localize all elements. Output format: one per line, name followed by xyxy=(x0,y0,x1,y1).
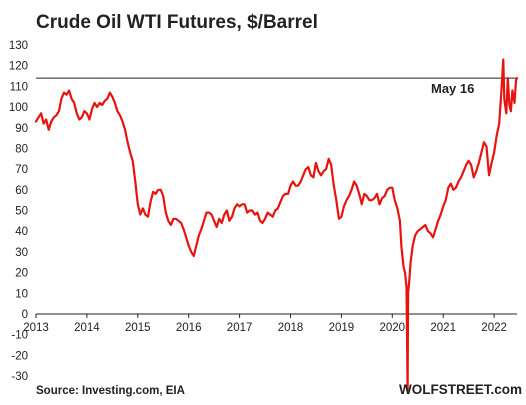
y-tick-label: 0 xyxy=(22,309,28,321)
x-tick-label: 2021 xyxy=(430,322,456,334)
series-layer xyxy=(34,58,519,392)
x-axis: 2013 2014 2015 2016 2017 2018 2019 2020 2021 2022 xyxy=(23,313,507,334)
y-tick-label: 60 xyxy=(15,185,28,197)
y-tick-label: 50 xyxy=(15,206,28,218)
source-note: Source: Investing.com, EIA xyxy=(36,385,185,397)
x-tick-label: 2016 xyxy=(176,322,202,334)
x-tick-label: 2017 xyxy=(227,322,253,334)
x-tick-label: 2022 xyxy=(481,322,507,334)
x-tick-label: 2018 xyxy=(278,322,304,334)
x-tick-label: 2014 xyxy=(74,322,100,334)
y-tick-label: 40 xyxy=(15,226,28,238)
reference-line-label: May 16 xyxy=(431,81,474,96)
y-tick-label: 30 xyxy=(15,247,28,259)
x-tick-label: 2019 xyxy=(329,322,355,334)
y-tick-label: 120 xyxy=(9,61,28,73)
y-tick-label: 80 xyxy=(15,143,28,155)
y-tick-label: 110 xyxy=(10,81,28,93)
y-tick-label: 70 xyxy=(15,164,28,176)
y-axis: -30 -20 -10 0 10 20 30 40 50 60 70 80 90 100 110 120 130 xyxy=(9,40,28,383)
x-tick-label: 2015 xyxy=(125,322,151,334)
brand-watermark: WOLFSTREET.com xyxy=(399,382,522,397)
y-tick-label: 20 xyxy=(15,268,28,280)
y-tick-label: 90 xyxy=(15,123,28,135)
price-series-line xyxy=(34,58,519,392)
x-tick-label: 2020 xyxy=(379,322,405,334)
chart-title: Crude Oil WTI Futures, $/Barrel xyxy=(36,12,318,33)
y-tick-label: -10 xyxy=(11,330,28,342)
y-tick-label: -30 xyxy=(11,371,28,383)
y-tick-label: 10 xyxy=(15,288,28,300)
x-tick-label: 2013 xyxy=(23,322,49,334)
y-tick-label: 100 xyxy=(9,102,28,114)
y-tick-label: 130 xyxy=(9,40,28,52)
y-tick-label: -20 xyxy=(11,350,28,362)
